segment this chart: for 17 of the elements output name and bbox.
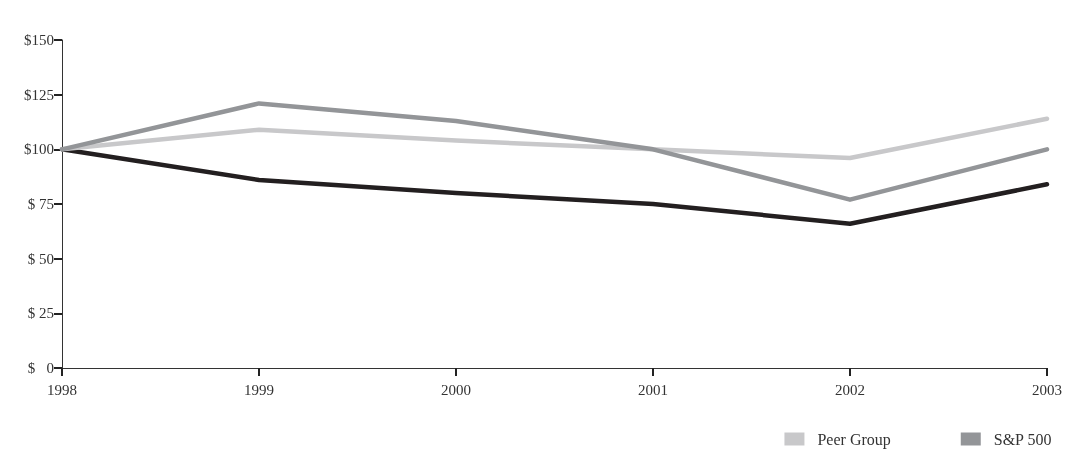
line-series [59,101,1050,202]
y-tick-label: $ 50 [27,250,54,267]
y-tick-label: $ 0 [27,360,54,376]
x-tick-label: 2000 [441,381,471,398]
y-tick-label: $ 75 [27,196,54,212]
x-tick-label: 1999 [244,381,274,398]
legend-label: S&P 500 [993,430,1052,448]
y-tick-label: $125 [24,86,54,103]
legend-label: Peer Group [817,430,891,449]
x-tick-label: 2003 [1032,381,1062,398]
x-tick-label: 1998 [47,381,77,398]
y-tick-label: $100 [24,141,54,158]
x-tick-label: 2001 [638,381,668,398]
y-tick-label: $150 [24,32,54,48]
y-tick-label: $ 25 [27,305,54,322]
line-series [59,147,1050,226]
x-tick-label: 2002 [835,381,865,398]
